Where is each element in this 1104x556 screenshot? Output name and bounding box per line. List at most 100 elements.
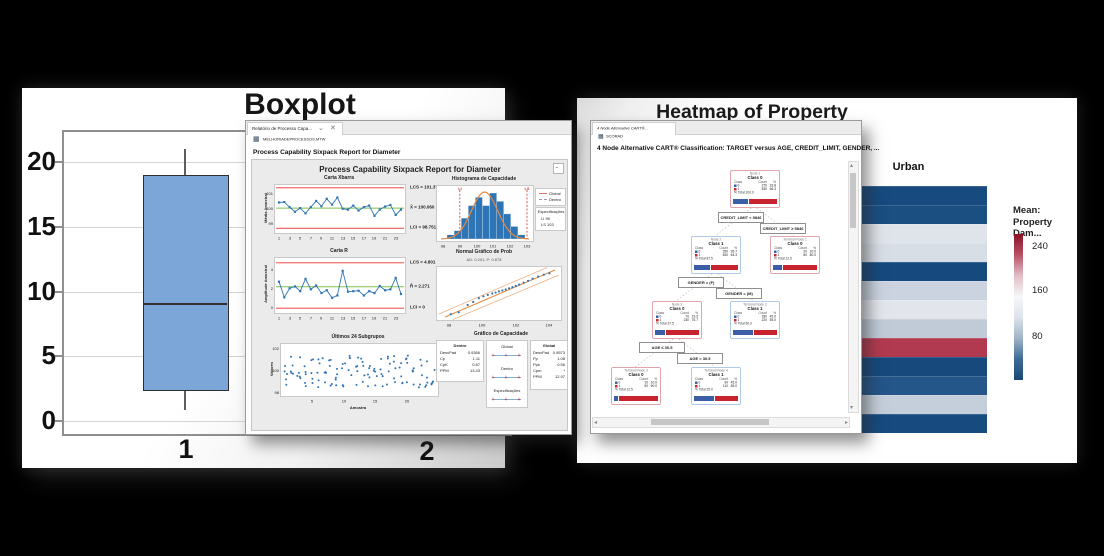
- node-table-header: Class Count%: [734, 180, 776, 184]
- ucl-label: LCS = 101.370: [410, 184, 441, 190]
- scroll-right-icon[interactable]: ▸: [844, 420, 848, 426]
- label: 100: [478, 323, 486, 328]
- label: Dentro: [549, 197, 562, 202]
- vertical-scrollbar[interactable]: ▴ ▾: [848, 161, 859, 413]
- label: 1: [277, 316, 281, 321]
- whisker-lower: [184, 389, 186, 410]
- scrollbar-thumb[interactable]: [651, 419, 769, 425]
- node-total: % Total 87.5: [695, 257, 713, 261]
- label: 102: [272, 347, 279, 352]
- node-table-row: 1 90 90.0: [614, 385, 658, 389]
- node-content: Node 3 Class 0 Class Count% 0 70 23.3 1 230 76.7%…: [655, 303, 699, 326]
- node-table-header: Class Count%: [734, 311, 776, 315]
- label: Global: [542, 343, 556, 349]
- node-class: Class 0: [628, 372, 644, 378]
- label: 0.87: [472, 362, 480, 368]
- label: 17: [361, 236, 367, 241]
- label: LI 99: [541, 216, 550, 221]
- scrollbar-thumb[interactable]: [850, 173, 856, 228]
- label: 5: [299, 236, 302, 241]
- worksheet-row: ▦ SCORAD: [591, 134, 861, 143]
- label: AGE ≤ 30.5: [651, 345, 673, 350]
- label: AGE > 30.5: [689, 356, 711, 361]
- r-chart: 4 2 0 1 3 5 7 9 11 13 15 17 19 21 23: [270, 257, 406, 321]
- scroll-down-icon[interactable]: ▾: [850, 405, 854, 411]
- class-distribution-bar: [694, 396, 738, 401]
- scroll-up-icon[interactable]: ▴: [850, 163, 854, 169]
- tree-node: Node 1 Class 0 Class Count% 0 270 33.8 1 530 66.3…: [730, 170, 780, 208]
- label: 100: [272, 368, 279, 374]
- label: 11: [329, 236, 335, 241]
- heatmap-cell: [830, 262, 987, 281]
- label: Cpm: [533, 368, 542, 374]
- node-table-header: Class Count%: [656, 311, 698, 315]
- label: DesvPad: [533, 350, 550, 356]
- label: +: [517, 396, 521, 403]
- close-icon[interactable]: ✕: [330, 125, 336, 132]
- y-axis-label: 0: [41, 405, 56, 435]
- histogram-svg: [440, 190, 530, 240]
- class-distribution-bar: [655, 330, 699, 335]
- horizontal-scrollbar[interactable]: ◂ ▸: [592, 417, 850, 428]
- tab-cart[interactable]: 4 Node Alternative CART®...: [592, 122, 676, 135]
- chart-title: Gráfico de Capacidade: [473, 331, 529, 337]
- tab-title: Relatório de Processo Capa...: [252, 126, 313, 131]
- label: 98: [440, 244, 446, 249]
- label: 0: [270, 305, 273, 311]
- node-id: Terminal Node 2: [743, 303, 767, 307]
- split-rule: AGE ≤ 30.5: [639, 342, 685, 353]
- class-distribution-bar: [694, 265, 738, 270]
- heatmap-cell: [830, 376, 987, 395]
- capability-histogram: LI LS 98 99 100 101 102 103: [436, 185, 534, 249]
- label: PPM: [533, 374, 542, 380]
- node-total: % Total 25.0: [695, 388, 713, 392]
- node-class: Class 1: [708, 372, 724, 378]
- node-table-row: 0 90 45.0: [694, 381, 738, 385]
- dentro-line-swatch: [539, 199, 547, 200]
- label: 99: [457, 244, 463, 249]
- label: 19: [372, 236, 377, 241]
- node-id: Terminal Node 1: [783, 238, 807, 242]
- label: 13.43: [469, 368, 480, 374]
- label: 3: [288, 316, 291, 321]
- label: Cp: [440, 356, 446, 362]
- label: +: [517, 374, 521, 381]
- node-id: Terminal Node 4: [704, 369, 728, 373]
- node-class: Class 0: [787, 241, 803, 247]
- label: +: [504, 374, 508, 381]
- chevron-down-icon[interactable]: ⌄: [318, 125, 324, 132]
- label: 19: [372, 316, 377, 321]
- node-table-row: 1 110 55.0: [694, 385, 738, 389]
- report-heading: Process Capability Sixpack Report for Di…: [253, 148, 401, 156]
- label: 101: [266, 191, 273, 196]
- node-table-row: 0 250 35.7: [694, 250, 738, 254]
- label: 4: [270, 268, 273, 273]
- label: +: [517, 352, 521, 359]
- tab-bar: Relatório de Processo Capa... ⌄ ✕: [246, 121, 571, 135]
- node-total: % Total 12.5: [615, 388, 633, 392]
- histogram-legend: Global Dentro: [535, 188, 566, 206]
- heatmap-grid: [830, 186, 987, 433]
- node-total: % Total 100.0: [734, 191, 754, 195]
- heatmap-cell: [830, 186, 987, 205]
- split-rule: GENDER = (M): [716, 288, 762, 299]
- node-table-row: 1 530 66.3: [733, 188, 777, 192]
- chart-subtitle: AD: 0.201, P: 0.878: [466, 257, 502, 263]
- legend-gradient-bar: [1014, 234, 1023, 380]
- node-content: Node 1 Class 0 Class Count% 0 270 33.8 1 530 66.3…: [733, 172, 777, 195]
- node-content: Node 2 Class 1 Class Count% 0 250 35.7 1 450 64.3…: [694, 238, 738, 261]
- scroll-left-icon[interactable]: ◂: [594, 420, 598, 426]
- label: Ppk: [533, 362, 540, 368]
- normal-prob-plot: 98 100 102 104: [436, 266, 562, 328]
- tab-relatorio[interactable]: Relatório de Processo Capa... ⌄ ✕: [247, 122, 343, 135]
- worksheet-name: SCORAD: [606, 134, 624, 139]
- capability-intervals: Global + + + Dentro + + + Especificações + + +: [486, 340, 528, 408]
- collapse-button[interactable]: ⌄: [553, 163, 564, 174]
- class-distribution-bar: [733, 199, 777, 204]
- x-axis-title: Amostra: [349, 405, 367, 411]
- terminal-node: Terminal Node 3 Class 0 Class Count% 0 10 10.0…: [611, 367, 661, 405]
- node-table-row: 0 270 33.8: [733, 184, 777, 188]
- node-content: Terminal Node 1 Class 0 Class Count% 0 20 20.0…: [773, 238, 817, 261]
- center-label: R̄ = 2.271: [410, 283, 430, 289]
- label: LI: [458, 186, 462, 192]
